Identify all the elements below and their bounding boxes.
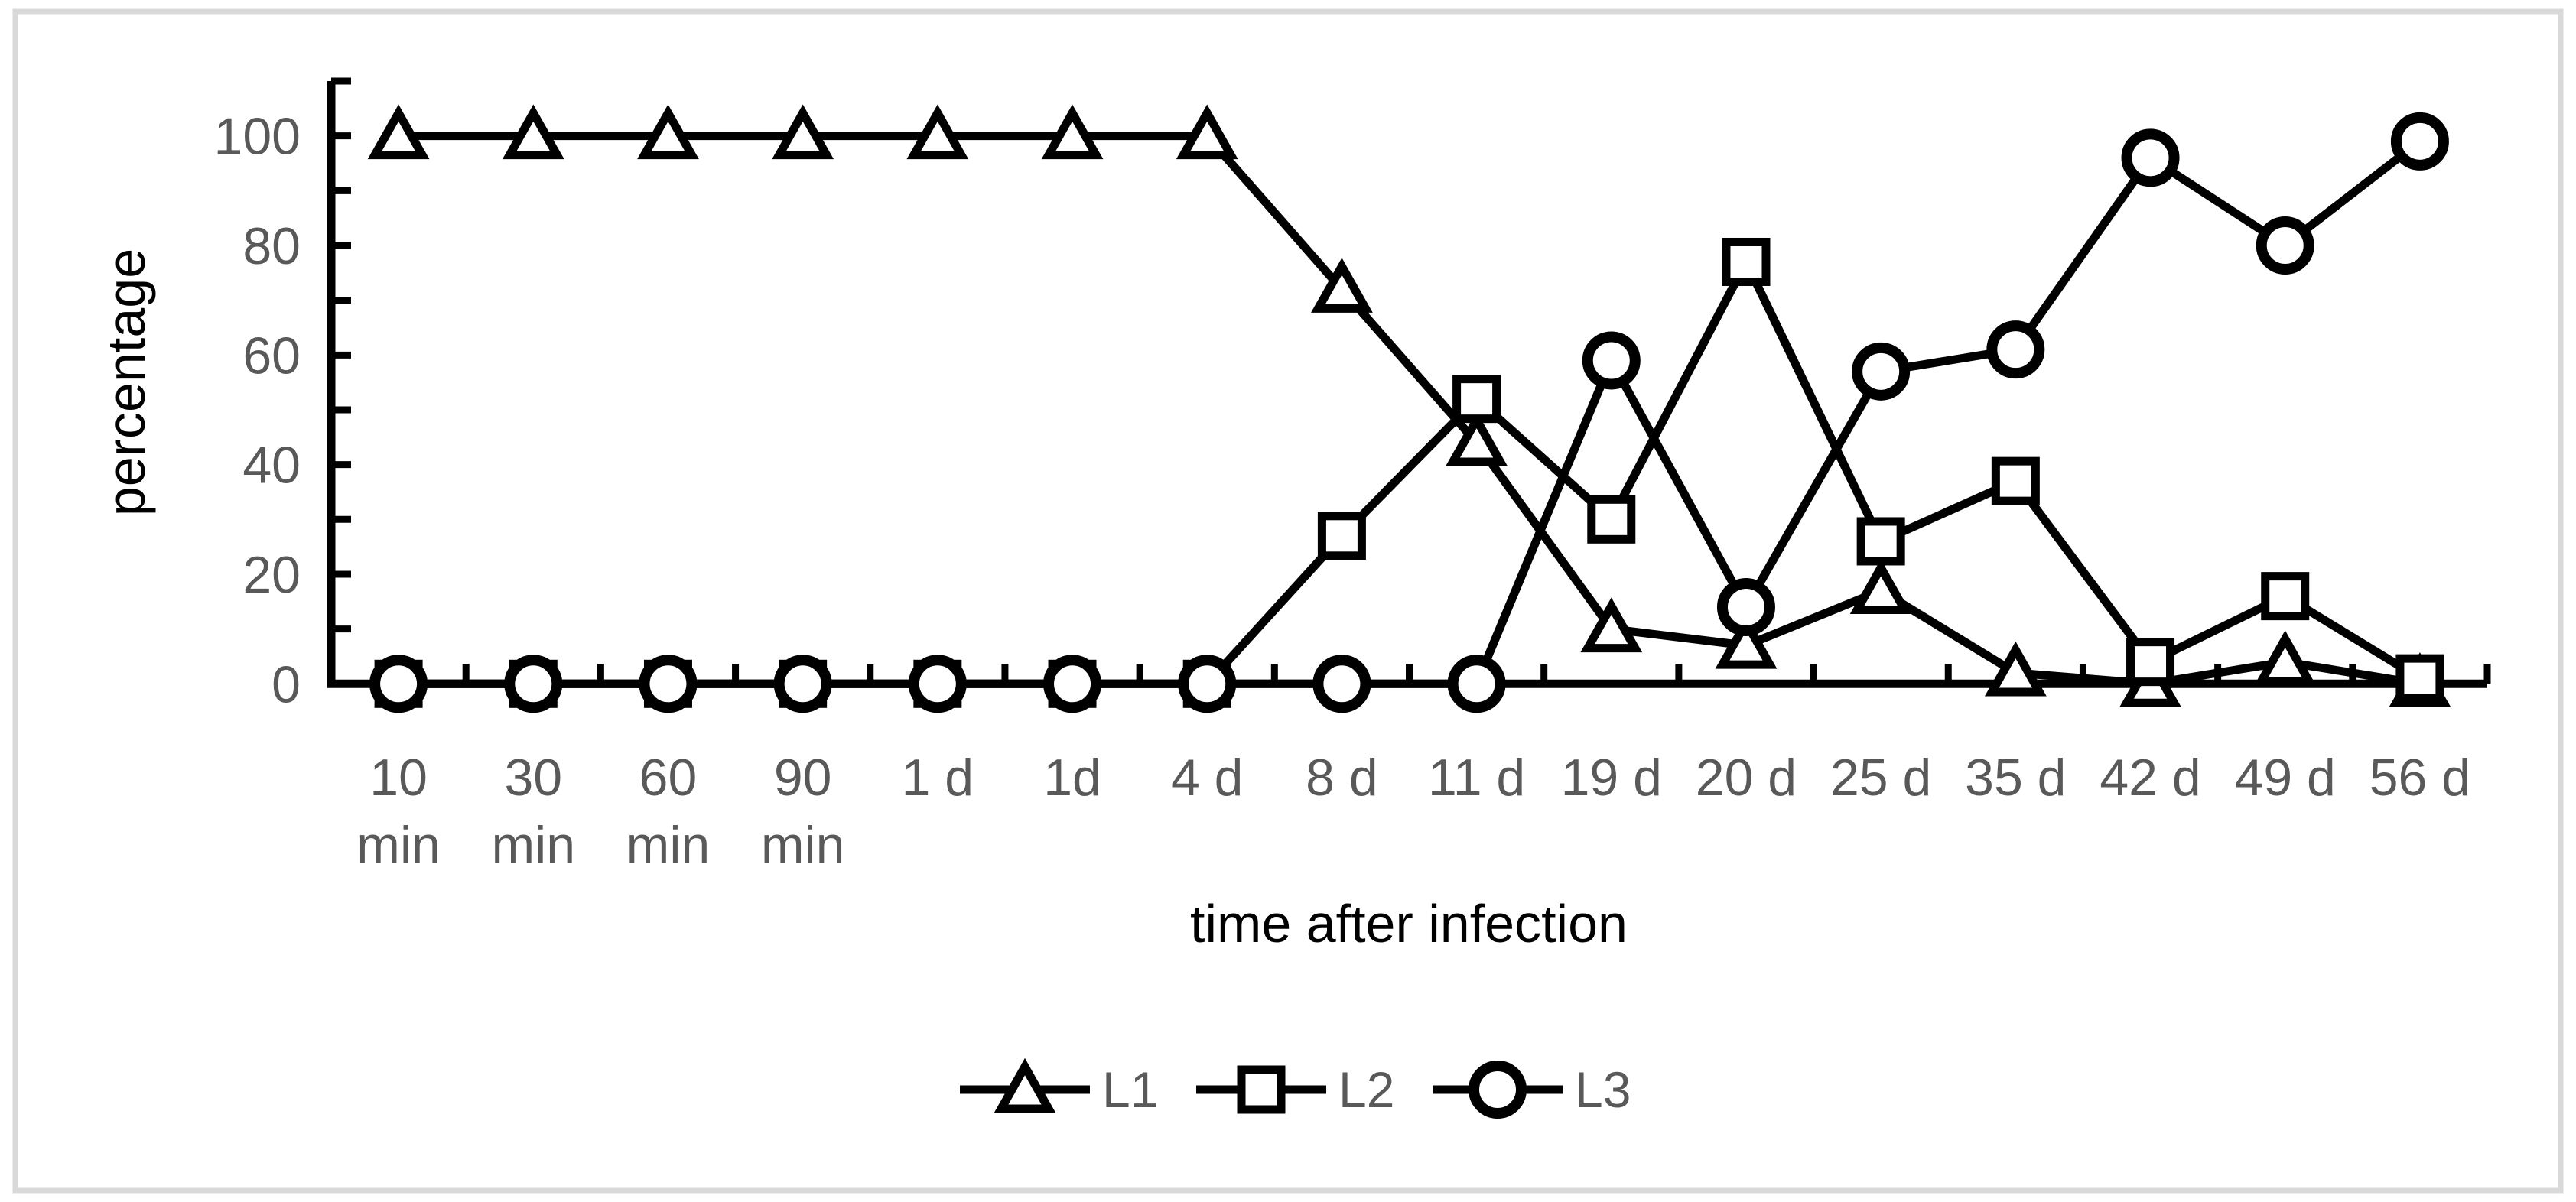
series-L2 (374, 237, 2444, 708)
x-axis-tick-label: 42 d (2100, 749, 2200, 807)
x-axis-tick-label: 25 d (1830, 749, 1931, 807)
series-L3-marker-11 (1852, 342, 1911, 401)
legend-item-L3: L3 (1433, 1061, 1631, 1119)
x-axis-tick-label: 4 d (1171, 749, 1244, 807)
legend-square-icon (1237, 1065, 1286, 1114)
series-L3-marker-7 (1312, 655, 1371, 713)
series-L2-marker-13 (2126, 638, 2175, 687)
y-axis-tick-label: 0 (272, 655, 301, 713)
legend-circle-icon (1469, 1061, 1527, 1119)
series-L1-marker-1 (502, 104, 564, 160)
legend-label: L2 (1338, 1061, 1394, 1118)
series-L1-marker-10 (1715, 613, 1778, 669)
series-L1 (367, 104, 2451, 707)
series-line-L3 (398, 138, 2423, 688)
legend-triangle-icon (994, 1057, 1056, 1113)
series-L3-marker-14 (2256, 216, 2314, 275)
x-axis-tick-label: 56 d (2369, 749, 2470, 807)
tick-labels: 0 20 40 60 80 100 10 min 30 min 60 min 90 min 1 d 1d 4 d… (214, 108, 2471, 874)
series-L3-marker-1 (504, 655, 563, 713)
y-axis-title: percentage (96, 249, 156, 516)
legend-item-L1: L1 (960, 1057, 1158, 1118)
x-axis-tick-label: 1d (1043, 749, 1101, 807)
series-L1-marker-14 (2254, 630, 2317, 686)
series-L3-marker-10 (1716, 577, 1775, 636)
series-L3-marker-0 (369, 655, 428, 713)
x-axis-tick-label: 8 d (1306, 749, 1378, 807)
series-L3-marker-13 (2121, 128, 2180, 187)
series-L1-marker-2 (637, 104, 699, 160)
series-L2-marker-11 (1856, 517, 1905, 566)
series-L3-marker-15 (2390, 112, 2449, 171)
x-axis-tick-label: 20 d (1696, 749, 1797, 807)
legend-label: L3 (1575, 1061, 1631, 1118)
series-L2-marker-7 (1317, 512, 1366, 560)
series-L2-marker-14 (2261, 572, 2310, 621)
series-L3-marker-8 (1447, 655, 1506, 713)
series-L2-marker-9 (1587, 495, 1636, 544)
series-L1-marker-3 (772, 104, 834, 160)
x-axis-tick-label: 11 d (1428, 749, 1525, 807)
series-L3-marker-2 (639, 655, 698, 713)
series-L2-marker-12 (1991, 456, 2040, 505)
series-L3-marker-5 (1043, 655, 1102, 713)
series-L1-marker-9 (1580, 597, 1643, 653)
y-axis-tick-label: 80 (242, 217, 301, 275)
series-line-L2 (398, 257, 2422, 688)
series-L2-marker-10 (1722, 237, 1771, 286)
chart-border (12, 8, 2564, 1194)
x-axis-tick-label: 10 min (356, 749, 441, 874)
x-axis-tick-label: 1 d (902, 749, 974, 807)
series-L3 (369, 112, 2449, 713)
series-L3-marker-6 (1178, 655, 1237, 713)
y-axis-tick-label: 100 (214, 108, 301, 166)
series-L1-marker-12 (1984, 641, 2047, 697)
series-L1-marker-4 (906, 104, 969, 160)
series-L2-marker-8 (1452, 375, 1501, 424)
x-axis-tick-label: 49 d (2235, 749, 2336, 807)
x-axis-tick-label: 19 d (1561, 749, 1662, 807)
series-L2-marker-15 (2395, 654, 2444, 703)
y-axis-tick-label: 20 (242, 546, 301, 604)
x-axis-tick-label: 60 min (626, 749, 711, 874)
legend-item-L2: L2 (1196, 1061, 1394, 1118)
series-L3-marker-3 (773, 655, 832, 713)
series-L3-marker-4 (908, 655, 967, 713)
y-axis-tick-label: 40 (242, 437, 301, 495)
series-L1-marker-0 (367, 104, 430, 160)
x-axis-tick-label: 90 min (761, 749, 845, 874)
series-L1-marker-7 (1310, 258, 1373, 313)
series-L1-marker-11 (1849, 559, 1912, 614)
series-line-L1 (398, 132, 2421, 688)
legend: L1 L2 L3 (960, 1057, 1631, 1119)
legend-label: L1 (1102, 1061, 1158, 1118)
series-L1-marker-6 (1176, 104, 1238, 160)
x-axis-tick-label: 35 d (1965, 749, 2066, 807)
series-group (367, 104, 2451, 713)
x-axis-tick-label: 30 min (491, 749, 575, 874)
y-axis-tick-label: 60 (242, 326, 301, 385)
series-L3-marker-12 (1986, 320, 2045, 379)
series-L1-marker-5 (1041, 104, 1104, 160)
series-L1-marker-8 (1446, 411, 1508, 466)
x-axis-title: time after infection (1190, 894, 1628, 953)
series-L3-marker-9 (1582, 331, 1641, 390)
